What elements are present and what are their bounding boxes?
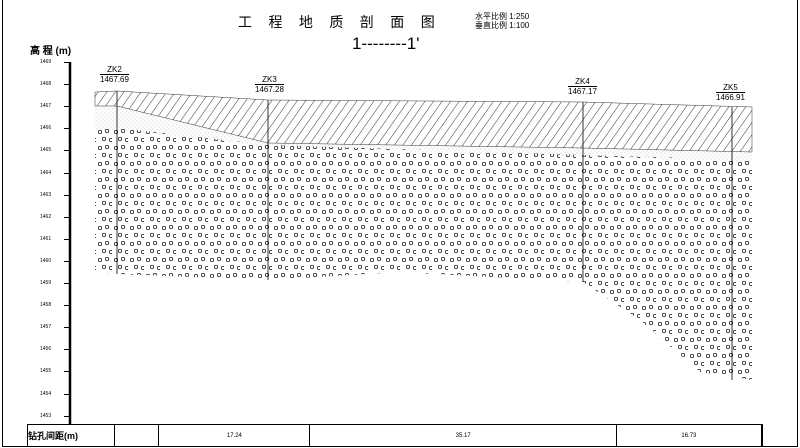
- spacing-cell: [113, 424, 160, 447]
- borehole-label-zk4: ZK4 1467.17: [568, 77, 597, 96]
- borehole-id: ZK4: [568, 77, 597, 87]
- borehole-elevation: 1467.17: [568, 87, 597, 96]
- borehole-id: ZK2: [100, 65, 129, 75]
- y-tick-label: 1467: [40, 103, 52, 110]
- y-tick-mark: [64, 283, 70, 284]
- horizontal-scale: 水平比例 1:250: [475, 12, 530, 21]
- y-tick-mark: [64, 349, 70, 351]
- y-tick-label: 1469: [40, 59, 52, 65]
- y-tick-mark: [64, 106, 70, 108]
- spacing-cell: 35.17: [309, 424, 617, 447]
- y-tick-label: 1468: [40, 81, 52, 88]
- y-tick-mark: [64, 172, 70, 174]
- drawing-title: 工 程 地 质 剖 面 图: [238, 15, 441, 31]
- y-tick-mark: [64, 238, 70, 240]
- spacing-cell: [761, 424, 763, 447]
- spacing-cell: 16.73: [615, 424, 763, 447]
- fill-soil-layer: [94, 90, 753, 153]
- y-tick-mark: [64, 260, 70, 262]
- y-tick-label: 1461: [40, 235, 52, 242]
- y-tick-label: 1459: [40, 280, 52, 286]
- y-tick-mark: [64, 415, 70, 417]
- borehole-id: ZK5: [716, 83, 745, 93]
- gravel-layer: [95, 128, 752, 380]
- spacing-table: 钻孔间距(m) 17.24 35.17 16.73: [27, 424, 763, 447]
- y-tick-label: 1458: [40, 302, 52, 309]
- y-tick-mark: [64, 371, 70, 373]
- y-tick-label: 1457: [40, 324, 52, 331]
- spacing-label: 钻孔间距(m): [27, 424, 115, 447]
- borehole-label-zk2: ZK2 1467.69: [100, 65, 129, 84]
- y-tick-mark: [64, 62, 70, 63]
- sand-layer: [95, 106, 752, 162]
- scale-note: 水平比例 1:250 垂直比例 1:100: [475, 12, 529, 30]
- borehole-label-zk5: ZK5 1466.91: [716, 83, 745, 102]
- borehole-elevation: 1467.28: [255, 85, 284, 94]
- y-axis-label: 高 程 (m): [30, 46, 72, 57]
- y-tick-label: 1465: [40, 147, 52, 154]
- borehole-id: ZK3: [255, 75, 284, 85]
- vertical-scale: 垂直比例 1:100: [475, 21, 530, 30]
- section-label: 1--------1': [352, 34, 420, 53]
- borehole-elevation: 1466.91: [716, 93, 745, 102]
- borehole-label-zk3: ZK3 1467.28: [255, 75, 284, 94]
- y-tick-label: 1454: [40, 390, 52, 397]
- y-tick-label: 1464: [40, 169, 52, 176]
- y-tick-mark: [64, 128, 70, 130]
- y-tick-label: 1453: [40, 412, 52, 419]
- spacing-cell: 17.24: [158, 424, 311, 447]
- y-tick-label: 1463: [40, 191, 52, 198]
- y-tick-mark: [64, 150, 70, 152]
- y-tick-mark: [64, 216, 70, 218]
- y-tick-label: 1466: [40, 125, 52, 132]
- borehole-elevation: 1467.69: [100, 75, 129, 84]
- y-tick-label: 1455: [40, 368, 52, 375]
- borehole-lines: [116, 91, 733, 380]
- y-tick-mark: [64, 305, 70, 307]
- y-tick-mark: [64, 194, 70, 196]
- y-tick-mark: [64, 327, 70, 329]
- y-tick-label: 1460: [40, 257, 52, 264]
- y-tick-label: 1456: [40, 346, 52, 353]
- y-tick-label: 1462: [40, 213, 52, 220]
- y-tick-mark: [64, 393, 70, 395]
- y-tick-mark: [64, 84, 70, 86]
